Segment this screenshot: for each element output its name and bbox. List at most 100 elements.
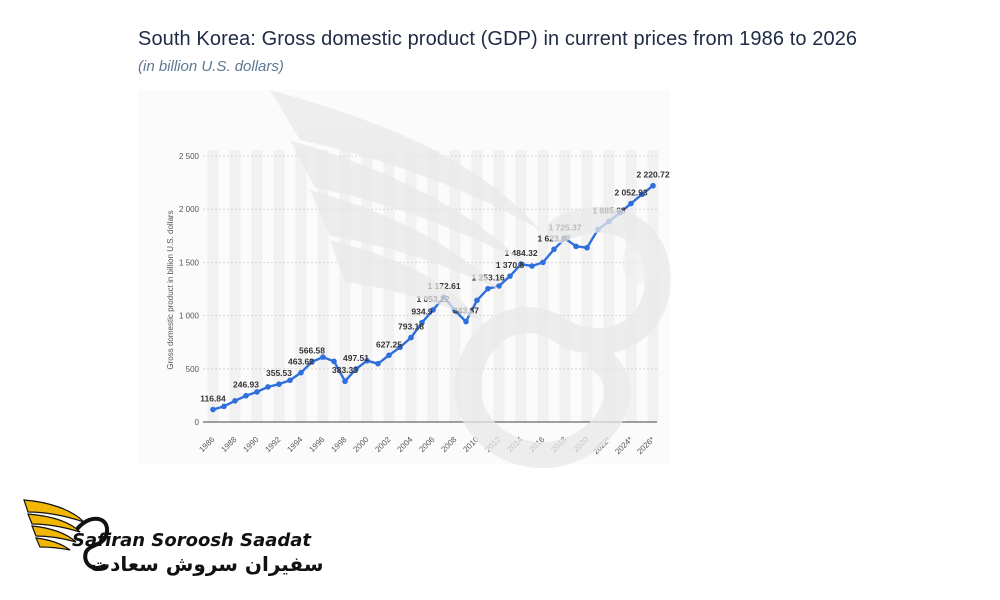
x-tick-label: 1992 bbox=[263, 435, 282, 454]
data-point bbox=[254, 389, 260, 395]
data-point bbox=[243, 392, 249, 399]
data-label: 1 370.8 bbox=[496, 260, 525, 270]
data-label: 566.58 bbox=[299, 346, 325, 356]
column-stripe bbox=[229, 150, 241, 422]
x-tick-label: 2024* bbox=[613, 435, 634, 456]
data-point bbox=[287, 377, 293, 384]
data-point bbox=[408, 334, 414, 341]
data-label: 627.25 bbox=[376, 339, 402, 349]
column-stripe bbox=[471, 150, 483, 422]
data-point bbox=[342, 378, 348, 385]
data-point bbox=[221, 403, 227, 410]
data-label: 463.62 bbox=[288, 357, 314, 367]
data-label: 943.67 bbox=[453, 306, 479, 316]
brand-name-fa: سفیران سروش سعادت bbox=[90, 552, 324, 576]
swan-neck-icon bbox=[76, 516, 110, 571]
x-tick-label: 1988 bbox=[219, 435, 238, 454]
data-label: 383.33 bbox=[332, 365, 358, 375]
data-point bbox=[529, 263, 535, 269]
data-label: 1 053.22 bbox=[416, 294, 449, 304]
data-label: 1 172.61 bbox=[427, 281, 460, 291]
x-tick-label: 1994 bbox=[285, 435, 304, 454]
x-tick-label: 2018 bbox=[549, 435, 568, 454]
brand-name-en: Safiran Soroosh Saadat bbox=[72, 530, 312, 551]
x-tick-label: 1996 bbox=[307, 435, 326, 454]
column-stripe bbox=[317, 150, 329, 422]
x-tick-label: 2016 bbox=[527, 435, 546, 454]
data-point bbox=[551, 246, 557, 253]
x-tick-label: 2022* bbox=[591, 435, 612, 456]
x-tick-labels: 1986 1988 1990 1992 1994 1996 1998 2000 2002 2004… bbox=[197, 435, 656, 457]
data-point bbox=[639, 191, 645, 198]
column-stripe bbox=[559, 150, 571, 422]
brand-logo bbox=[23, 499, 110, 571]
y-tick-label: 500 bbox=[186, 365, 200, 374]
wing-icon bbox=[23, 499, 85, 551]
column-stripe bbox=[207, 150, 219, 422]
data-label: 1 253.16 bbox=[471, 273, 504, 283]
data-label: 793.18 bbox=[398, 322, 424, 332]
x-tick-label: 2000 bbox=[351, 435, 370, 454]
data-point bbox=[419, 319, 425, 326]
y-tick-labels: 0 500 1 000 1 500 2 000 2 500 bbox=[179, 152, 200, 427]
data-label: 1 623.07 bbox=[537, 233, 570, 243]
column-stripe bbox=[405, 150, 417, 422]
column-stripe bbox=[603, 150, 615, 422]
column-stripe bbox=[295, 150, 307, 422]
column-stripe bbox=[273, 150, 285, 422]
x-tick-label: 1990 bbox=[241, 435, 260, 454]
data-label: 2 220.72 bbox=[636, 170, 669, 180]
chart-panel-extension bbox=[670, 86, 900, 464]
data-label: 355.53 bbox=[266, 368, 292, 378]
data-point bbox=[584, 244, 590, 251]
x-tick-label: 2010 bbox=[461, 435, 480, 454]
x-tick-label: 2004 bbox=[395, 435, 414, 454]
data-point bbox=[397, 344, 403, 351]
data-point bbox=[595, 226, 601, 233]
x-tick-label: 2002 bbox=[373, 435, 392, 454]
data-point bbox=[210, 406, 216, 413]
y-tick-label: 1 500 bbox=[179, 258, 200, 267]
data-point bbox=[540, 259, 546, 266]
data-point bbox=[309, 358, 315, 365]
data-label: 934.9 bbox=[411, 307, 433, 317]
chart-title: South Korea: Gross domestic product (GDP… bbox=[138, 28, 858, 50]
chart-subtitle: (in billion U.S. dollars) bbox=[138, 58, 284, 75]
y-axis-label: Gross domestic product in billion U.S. d… bbox=[166, 210, 175, 369]
y-tick-label: 2 000 bbox=[179, 205, 200, 214]
x-tick-label: 2008 bbox=[439, 435, 458, 454]
data-point bbox=[485, 285, 491, 292]
data-label: 1 885.68 bbox=[592, 205, 625, 215]
data-point bbox=[386, 352, 392, 359]
data-point bbox=[496, 283, 502, 289]
column-stripe bbox=[647, 150, 659, 422]
y-tick-label: 0 bbox=[195, 418, 200, 427]
column-stripe bbox=[581, 150, 593, 422]
data-point bbox=[375, 360, 381, 367]
data-label: 1 725.37 bbox=[548, 222, 581, 232]
data-label: 497.51 bbox=[343, 353, 369, 363]
data-label: 246.93 bbox=[233, 380, 259, 390]
data-point bbox=[232, 398, 238, 404]
data-label: 1 484.32 bbox=[504, 248, 537, 258]
data-point bbox=[353, 366, 359, 372]
data-point bbox=[463, 318, 469, 325]
column-stripe bbox=[515, 150, 527, 422]
x-tick-label: 1998 bbox=[329, 435, 348, 454]
data-point bbox=[276, 381, 282, 387]
data-point bbox=[628, 200, 634, 207]
column-stripe bbox=[383, 150, 395, 422]
y-tick-label: 1 000 bbox=[179, 312, 200, 321]
data-point bbox=[364, 357, 370, 364]
column-stripe bbox=[361, 150, 373, 422]
data-point bbox=[573, 243, 579, 250]
data-point bbox=[331, 358, 337, 365]
column-stripe bbox=[251, 150, 263, 422]
data-point bbox=[507, 273, 513, 279]
x-tick-label: 2012 bbox=[483, 435, 502, 454]
data-point bbox=[474, 297, 480, 304]
x-tick-label: 1986 bbox=[197, 435, 216, 454]
data-point bbox=[298, 369, 304, 376]
x-tick-label: 2006 bbox=[417, 435, 436, 454]
data-label: 2 052.93 bbox=[614, 188, 647, 198]
